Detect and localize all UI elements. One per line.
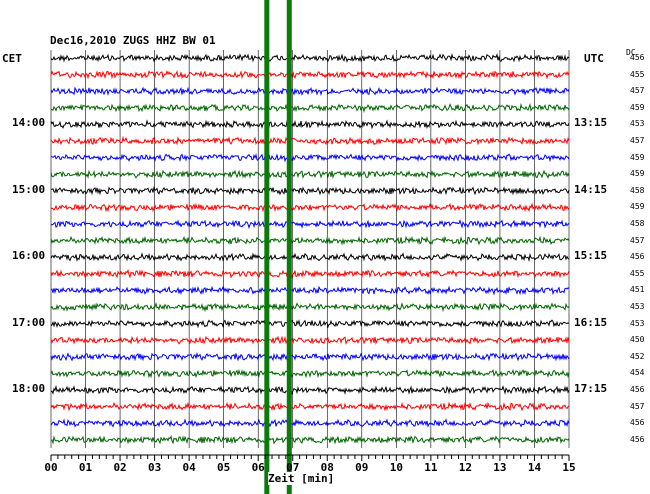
x-tick-label: 15 bbox=[562, 461, 575, 474]
dc-offset-value: 454 bbox=[630, 368, 645, 378]
utc-time-label: 17:15 bbox=[574, 382, 608, 395]
seismic-traces bbox=[50, 52, 570, 445]
trace-row-2 bbox=[50, 86, 570, 97]
dc-offset-value: 459 bbox=[630, 102, 645, 112]
x-axis-label: Zeit [min] bbox=[268, 472, 335, 485]
trace-row-15 bbox=[50, 301, 570, 313]
dc-offset-value: 453 bbox=[630, 302, 645, 311]
x-tick-label: 07 bbox=[286, 461, 299, 474]
dc-offset-value: 455 bbox=[630, 69, 645, 79]
utc-label: UTC bbox=[584, 52, 604, 65]
trace-row-11 bbox=[50, 235, 570, 246]
cet-time-label: 15:00 bbox=[12, 182, 46, 196]
dc-offset-value: 457 bbox=[630, 86, 645, 96]
dc-offset-value: 459 bbox=[630, 169, 645, 179]
dc-offset-value: 459 bbox=[630, 202, 645, 212]
trace-row-8 bbox=[50, 185, 570, 196]
trace-row-3 bbox=[50, 102, 570, 114]
x-tick-label: 12 bbox=[459, 461, 472, 474]
x-tick-label: 05 bbox=[217, 461, 230, 474]
trace-row-20 bbox=[50, 384, 570, 396]
trace-row-9 bbox=[50, 202, 570, 213]
trace-row-21 bbox=[50, 401, 570, 412]
dc-offset-value: 452 bbox=[630, 351, 645, 361]
x-tick-label: 13 bbox=[493, 461, 506, 474]
x-tick-label: 11 bbox=[424, 461, 438, 474]
cet-label: CET bbox=[2, 52, 22, 65]
utc-time-label: 14:15 bbox=[574, 182, 608, 196]
cet-time-label: 18:00 bbox=[12, 382, 46, 395]
trace-row-19 bbox=[50, 368, 570, 379]
dc-offset-value: 457 bbox=[630, 235, 645, 245]
cet-time-label: 14:00 bbox=[12, 116, 46, 130]
trace-row-17 bbox=[50, 335, 570, 346]
trace-row-1 bbox=[50, 70, 570, 80]
trace-row-0 bbox=[50, 52, 570, 63]
dc-offset-value: 453 bbox=[630, 119, 645, 129]
trace-row-7 bbox=[50, 169, 570, 180]
dc-offset-value: 455 bbox=[630, 268, 645, 278]
dc-offset-value: 456 bbox=[630, 252, 645, 262]
dc-offset-value: 458 bbox=[630, 219, 645, 228]
dc-offset-value: 456 bbox=[630, 53, 645, 62]
dc-offset-value: 451 bbox=[630, 285, 645, 295]
x-tick-label: 01 bbox=[79, 461, 93, 474]
time-axis: 00 01 02 03 04 05 06 07 08 09 10 11 12 13 14 15 bbox=[44, 454, 576, 474]
x-tick-label: 00 bbox=[44, 461, 57, 474]
trace-row-13 bbox=[50, 269, 570, 279]
utc-time-label: 16:15 bbox=[574, 315, 608, 329]
x-tick-label: 02 bbox=[113, 461, 126, 474]
cet-time-label: 17:00 bbox=[12, 315, 46, 329]
dc-offset-value: 457 bbox=[630, 136, 645, 145]
trace-row-12 bbox=[50, 252, 570, 263]
dc-offset-value: 458 bbox=[630, 185, 645, 195]
x-tick-label: 10 bbox=[390, 461, 403, 474]
x-tick-label: 08 bbox=[321, 461, 334, 474]
x-tick-label: 03 bbox=[148, 461, 161, 474]
cet-time-label: 16:00 bbox=[12, 249, 46, 263]
trace-row-4 bbox=[50, 119, 570, 130]
trace-row-16 bbox=[50, 319, 570, 329]
dc-offset-value: 456 bbox=[630, 385, 645, 394]
dc-offset-value: 456 bbox=[630, 418, 645, 428]
x-tick-label: 04 bbox=[183, 461, 197, 474]
utc-time-label: 15:15 bbox=[574, 249, 608, 263]
dc-label: DC bbox=[626, 48, 636, 57]
trace-row-6 bbox=[50, 153, 570, 163]
x-tick-label: 14 bbox=[528, 461, 542, 474]
trace-row-22 bbox=[50, 418, 570, 428]
minute-gridlines bbox=[50, 50, 570, 448]
dc-offset-value: 457 bbox=[630, 401, 645, 411]
dc-offset-value: 450 bbox=[630, 335, 645, 345]
plot-title: Dec16,2010 ZUGS HHZ BW 01 bbox=[50, 34, 216, 47]
trace-row-14 bbox=[51, 285, 570, 296]
x-tick-label: 06 bbox=[252, 461, 266, 474]
dc-offset-value: 459 bbox=[630, 152, 645, 162]
trace-row-23 bbox=[50, 435, 570, 445]
dc-offset-value: 453 bbox=[630, 318, 645, 328]
event-markers bbox=[264, 0, 292, 494]
dc-offset-value: 456 bbox=[630, 434, 645, 444]
x-tick-label: 09 bbox=[355, 461, 368, 474]
trace-row-18 bbox=[50, 351, 570, 362]
trace-row-5 bbox=[50, 135, 570, 146]
utc-time-label: 13:15 bbox=[574, 116, 608, 130]
trace-row-10 bbox=[50, 219, 570, 230]
